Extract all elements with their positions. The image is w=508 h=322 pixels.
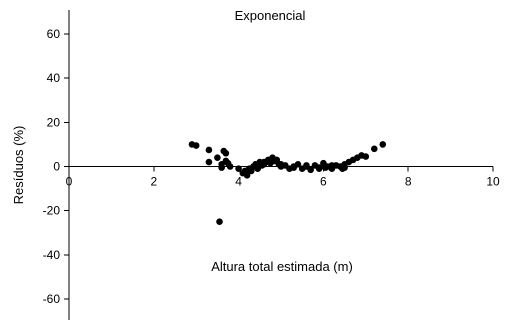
data-point: [269, 155, 276, 163]
x-axis-title: Altura total estimada (m): [211, 259, 353, 274]
data-point: [222, 149, 230, 157]
y-tick-label: 20: [47, 115, 61, 129]
data-points: [188, 141, 387, 226]
data-point: [341, 164, 348, 171]
x-tick-label: 2: [150, 175, 157, 189]
x-axis-ticks: 0 2 4 6 8 10: [66, 166, 500, 189]
x-tick-label: 6: [320, 175, 327, 189]
x-tick-label: 10: [486, 175, 500, 189]
y-tick-label: -40: [43, 248, 61, 262]
data-point: [370, 145, 378, 153]
data-point: [205, 158, 213, 166]
data-point: [362, 153, 370, 160]
data-point: [216, 218, 223, 226]
data-point: [307, 166, 314, 174]
x-tick-label: 0: [66, 175, 73, 189]
data-point: [328, 162, 336, 169]
data-point: [277, 160, 285, 168]
data-point: [226, 163, 234, 170]
data-point: [214, 154, 221, 161]
x-tick-label: 4: [235, 175, 242, 189]
data-point: [205, 146, 213, 154]
data-point: [218, 164, 225, 171]
y-tick-label: 60: [47, 27, 61, 41]
data-point: [303, 162, 310, 169]
y-tick-label: -20: [43, 204, 61, 218]
data-point: [260, 158, 268, 166]
chart-title: Exponencial: [235, 8, 306, 23]
data-point: [315, 165, 323, 173]
data-point: [379, 141, 387, 148]
y-axis-title: Resíduos (%): [11, 126, 26, 205]
y-tick-label: -60: [43, 292, 61, 306]
data-point: [252, 163, 259, 170]
data-point: [235, 165, 242, 173]
data-point: [192, 142, 200, 149]
y-tick-label: 0: [53, 160, 60, 174]
data-point: [243, 169, 251, 177]
x-tick-label: 8: [405, 175, 412, 189]
y-axis-ticks: 60 40 20 0 -20 -40 -60: [43, 27, 69, 306]
data-point: [290, 164, 298, 171]
y-tick-label: 40: [47, 71, 61, 85]
